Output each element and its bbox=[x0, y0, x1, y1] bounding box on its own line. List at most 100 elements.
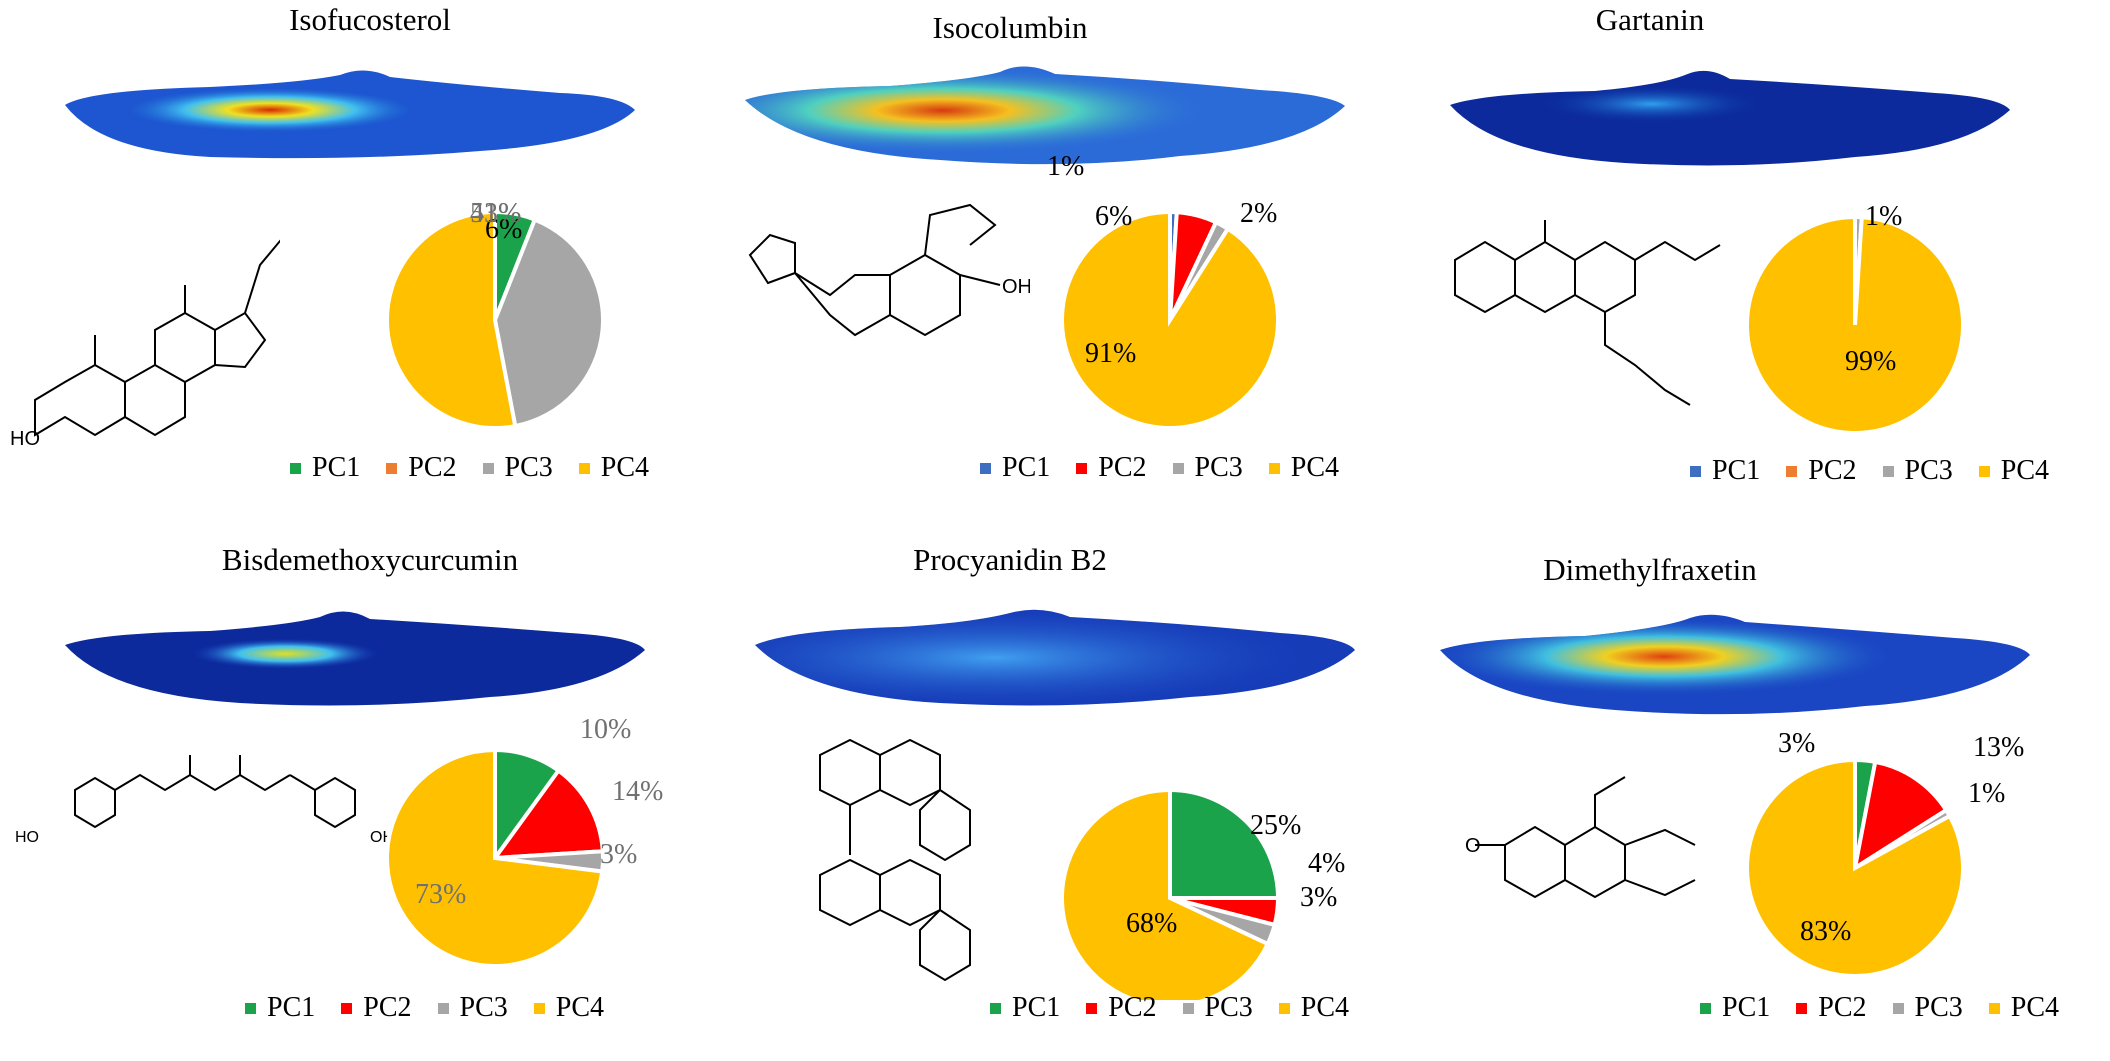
pie-data-label: 99% bbox=[1845, 346, 1896, 377]
panel-bisdemethoxycurcumin: Bisdemethoxycurcumin HO OH 10% 14% 3% 73% P… bbox=[0, 530, 700, 1050]
pie-data-label: 1% bbox=[1968, 778, 2005, 809]
legend: PC1 PC2 PC3 PC4 bbox=[1700, 992, 2085, 1024]
pie-data-label: 2% bbox=[1240, 198, 1277, 229]
legend-item: PC4 bbox=[1988, 992, 2059, 1024]
pie-data-label: 91% bbox=[1085, 338, 1136, 369]
chart-title: Bisdemethoxycurcumin bbox=[221, 542, 519, 577]
pie-data-label: 41% bbox=[470, 198, 521, 229]
pie-data-label: 53% bbox=[470, 198, 521, 229]
legend-swatch bbox=[578, 462, 590, 474]
legend-item: PC4 bbox=[533, 992, 604, 1024]
pie-chart: 10% 14% 3% 73% bbox=[385, 714, 663, 968]
chart-title: Dimethylfraxetin bbox=[1543, 552, 1757, 587]
pie-slice-pc1 bbox=[1168, 787, 1281, 900]
legend-swatch bbox=[1690, 465, 1701, 477]
molecule-atom-label: OH bbox=[1002, 276, 1030, 298]
legend-swatch bbox=[1278, 1002, 1290, 1014]
pie-slice-pc4 bbox=[385, 747, 605, 968]
pie-data-label: 25% bbox=[1250, 810, 1301, 841]
chart-title: Procyanidin B2 bbox=[913, 542, 1107, 577]
legend-swatch bbox=[1172, 462, 1184, 474]
molecule-structure: OH bbox=[748, 203, 1030, 337]
pie-slice-pc4 bbox=[1745, 757, 1965, 978]
legend-item: PC1 bbox=[980, 452, 1050, 484]
legend: PC1 PC2 PC3 PC4 bbox=[1690, 455, 2075, 487]
legend-item: PC1 bbox=[1690, 455, 1760, 487]
molecule-structure bbox=[1454, 220, 1721, 406]
pie-slice-pc3 bbox=[492, 216, 605, 429]
pie-slice-pc4 bbox=[1060, 787, 1271, 1000]
legend-swatch bbox=[482, 462, 494, 474]
legend-swatch bbox=[1796, 1002, 1808, 1014]
legend-item: PC3 bbox=[482, 452, 553, 484]
pie-data-label: 3% bbox=[1300, 882, 1337, 913]
legend-item: PC3 bbox=[1182, 992, 1253, 1024]
chart-title: Isofucosterol bbox=[289, 2, 451, 37]
pie-data-label: 6% bbox=[485, 214, 522, 245]
pie-data-label: 3% bbox=[1778, 728, 1815, 759]
molecule-structure: O bbox=[1465, 776, 1696, 899]
legend: PC1 PC2 PC3 PC4 bbox=[990, 992, 1375, 1024]
heatmap-image bbox=[1450, 70, 2010, 166]
pie-data-label: 1% bbox=[1865, 201, 1902, 232]
molecule-atom-label: O bbox=[1465, 835, 1481, 857]
pie-chart: 3% 13% 1% 83% bbox=[1745, 728, 2024, 978]
legend-item: PC1 bbox=[990, 992, 1060, 1024]
legend-swatch bbox=[1076, 462, 1088, 474]
pie-slice-pc4 bbox=[1745, 214, 1965, 435]
legend-item: PC3 bbox=[1172, 452, 1243, 484]
legend-swatch bbox=[1268, 462, 1280, 474]
legend-swatch bbox=[1086, 1002, 1098, 1014]
pie-data-label: 6% bbox=[1095, 201, 1132, 232]
heatmap-image bbox=[755, 609, 1355, 706]
legend-swatch bbox=[245, 1002, 256, 1014]
molecule-atom-label: HO bbox=[15, 829, 39, 846]
legend-swatch bbox=[386, 462, 398, 474]
heatmap-image bbox=[65, 70, 635, 159]
legend-swatch bbox=[437, 1002, 449, 1014]
pie-data-label: 68% bbox=[1126, 908, 1177, 939]
legend-item: PC2 bbox=[1076, 452, 1147, 484]
chart-title: Gartanin bbox=[1595, 2, 1705, 37]
panel-isocolumbin: Isocolumbin OH 1% 6% 2% 91% PC1 PC2 PC3 PC4 bbox=[700, 0, 1400, 520]
legend-swatch bbox=[290, 462, 301, 474]
legend-item: PC1 bbox=[245, 992, 315, 1024]
pie-data-label: 10% bbox=[580, 714, 631, 745]
molecule-atom-label: HO bbox=[10, 428, 40, 445]
pie-slice-pc2 bbox=[1852, 759, 1949, 873]
legend-item: PC4 bbox=[578, 452, 649, 484]
pie-slice-pc4 bbox=[1060, 209, 1280, 430]
legend-item: PC4 bbox=[1278, 992, 1349, 1024]
pie-chart: 1% 99% bbox=[1745, 201, 1965, 435]
heatmap-image bbox=[65, 611, 645, 706]
legend-item: PC4 bbox=[1268, 452, 1339, 484]
legend-item: PC3 bbox=[1892, 992, 1963, 1024]
legend-item: PC1 bbox=[1700, 992, 1770, 1024]
legend-item: PC2 bbox=[341, 992, 412, 1024]
legend-item: PC2 bbox=[1086, 992, 1157, 1024]
legend-item: PC4 bbox=[1978, 455, 2049, 487]
legend-swatch bbox=[1786, 465, 1798, 477]
legend-swatch bbox=[980, 462, 991, 474]
legend-swatch bbox=[341, 1002, 353, 1014]
heatmap-image bbox=[745, 66, 1345, 165]
heatmap-image bbox=[1440, 614, 2030, 715]
legend-swatch bbox=[1988, 1002, 2000, 1014]
legend: PC1 PC2 PC3 PC4 bbox=[980, 452, 1365, 484]
pie-chart: 6%41%53% bbox=[385, 198, 605, 430]
legend-swatch bbox=[533, 1002, 545, 1014]
pie-data-label: 1% bbox=[1047, 151, 1084, 182]
legend-item: PC1 bbox=[290, 452, 360, 484]
molecule-structure: HO bbox=[10, 239, 280, 445]
legend-swatch bbox=[990, 1002, 1001, 1014]
legend-item: PC2 bbox=[1786, 455, 1857, 487]
panel-dimethylfraxetin: Dimethylfraxetin O 3% 13% 1% 83% PC1 PC2 PC… bbox=[1400, 530, 2100, 1050]
pie-slice-pc2 bbox=[490, 767, 605, 861]
legend-item: PC2 bbox=[386, 452, 457, 484]
molecule-structure bbox=[819, 738, 971, 982]
pie-slice-pc4 bbox=[385, 209, 518, 430]
legend-swatch bbox=[1700, 1002, 1711, 1014]
pie-chart: 1% 6% 2% 91% bbox=[1047, 151, 1280, 430]
legend: PC1 PC2 PC3 PC4 bbox=[290, 452, 675, 484]
legend: PC1 PC2 PC3 PC4 bbox=[245, 992, 630, 1024]
